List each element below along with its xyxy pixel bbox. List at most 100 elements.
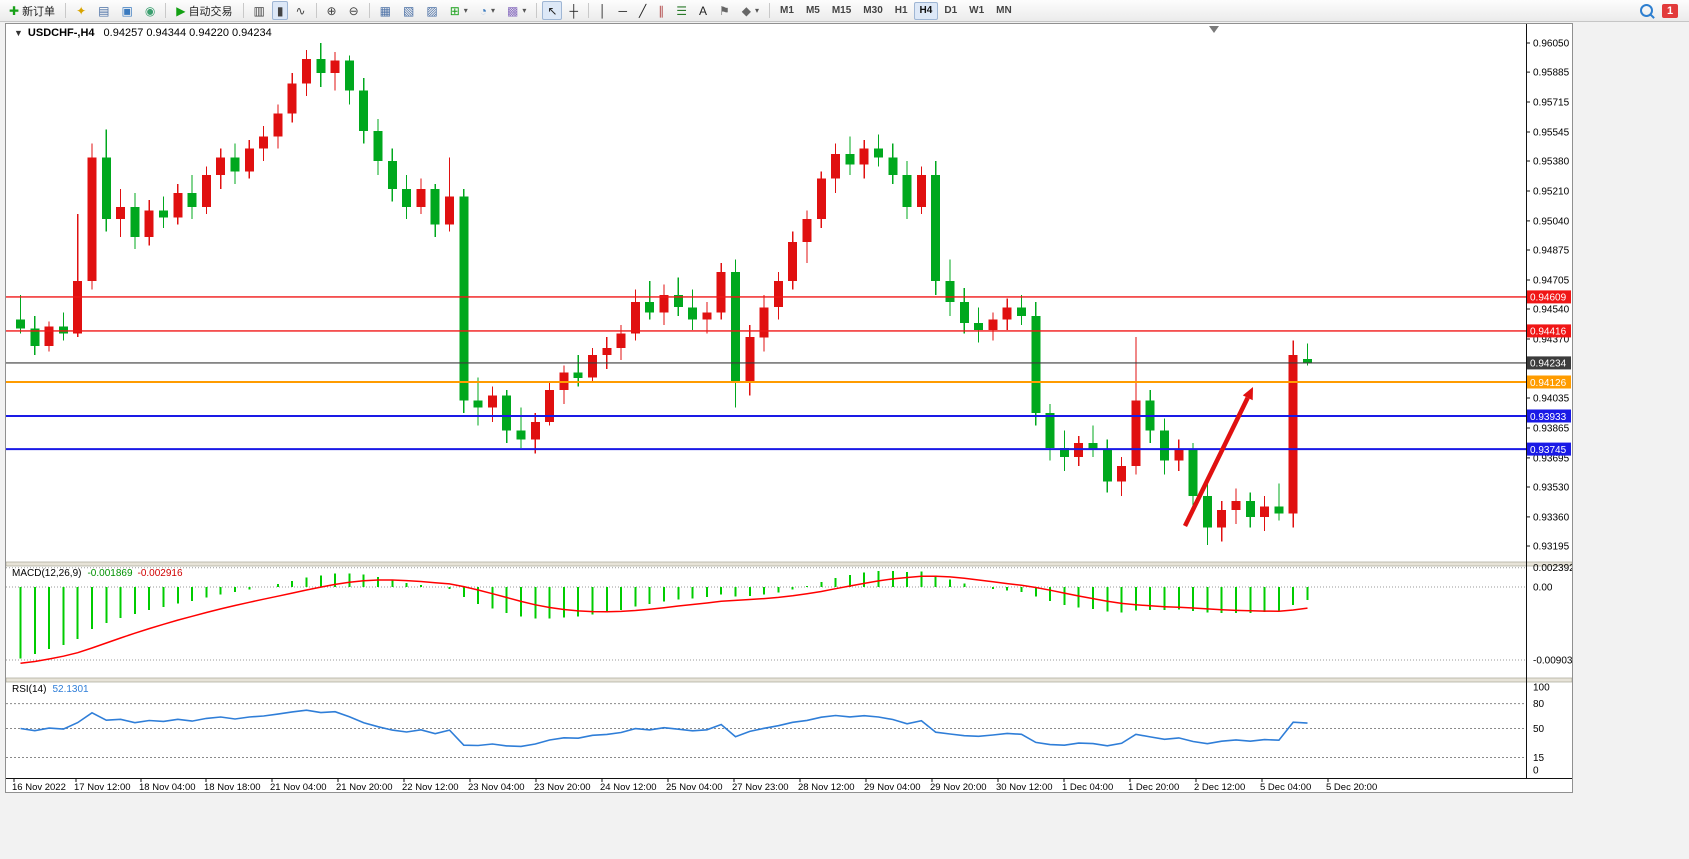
cursor-icon: ↖	[547, 3, 558, 18]
rsi-label: RSI(14) 52.1301	[12, 684, 89, 695]
macd-main-value: -0.001869	[87, 568, 133, 579]
axis-label: -0.009037	[1533, 656, 1572, 667]
axis-label: 21 Nov 04:00	[270, 782, 327, 792]
terminal-button[interactable]: ▣	[116, 1, 137, 20]
price-tag	[1527, 375, 1571, 389]
timeframe-mn-button[interactable]: MN	[990, 2, 1018, 20]
crosshair-button[interactable]: ┼	[564, 1, 583, 20]
candles	[16, 43, 1312, 546]
axis-label: 0	[1533, 766, 1539, 777]
bar-chart-icon: ▥	[253, 3, 265, 18]
axis-label: 0.93865	[1533, 424, 1570, 435]
axis-label: 0.93195	[1533, 542, 1570, 553]
axis-label: 0.95380	[1533, 157, 1570, 168]
timeframe-m5-button[interactable]: M5	[800, 2, 826, 20]
line-chart-type-button[interactable]: ∿	[290, 1, 310, 20]
axis-label: 0.94234	[1530, 359, 1567, 370]
axis-label: 22 Nov 12:00	[402, 782, 459, 792]
zoom-in-button[interactable]: ⊕	[322, 1, 342, 20]
cursor-button[interactable]: ↖	[542, 1, 563, 20]
macd-label: MACD(12,26,9) -0.001869 -0.002916	[12, 568, 183, 579]
axis-label: 1 Dec 04:00	[1062, 782, 1113, 792]
timeframe-h4-button[interactable]: H4	[913, 1, 939, 20]
axis-label: 80	[1533, 699, 1545, 710]
trendline-button[interactable]: ╱	[634, 1, 651, 20]
fibonacci-button[interactable]: ☰	[671, 1, 692, 20]
axis-label: 0.93933	[1530, 412, 1567, 423]
shapes-button[interactable]: ◆ ▾	[737, 1, 764, 20]
axis-label: 23 Nov 04:00	[468, 782, 525, 792]
axis-label: 5 Dec 20:00	[1326, 782, 1377, 792]
text-icon: A	[699, 3, 708, 18]
axis-label: 100	[1533, 683, 1550, 694]
zoom-out-button[interactable]: ⊖	[344, 1, 364, 20]
new-chart-icon: ⊞	[449, 3, 460, 18]
timeframe-w1-button[interactable]: W1	[963, 2, 990, 20]
axis-label: 29 Nov 20:00	[930, 782, 987, 792]
dropdown-arrow-icon: ▾	[491, 6, 496, 15]
axis-label: 50	[1533, 724, 1545, 735]
toolbar-separator	[315, 3, 317, 18]
toolbar-separator	[242, 3, 244, 18]
price-tag	[1527, 409, 1571, 423]
tile-windows-button[interactable]: ▦	[375, 1, 396, 20]
cascade-windows-button[interactable]: ▧	[398, 1, 419, 20]
period-button[interactable]: ◔ ▾	[475, 1, 500, 20]
new-chart-button[interactable]: ⊞ ▾	[445, 1, 473, 20]
chart-title: ▼ USDCHF-,H4 0.94257 0.94344 0.94220 0.942…	[14, 27, 272, 39]
timeframe-d1-button[interactable]: D1	[938, 2, 963, 20]
dropdown-arrow-icon: ▾	[463, 6, 468, 15]
notification-badge[interactable]: 1	[1662, 3, 1678, 18]
new-order-button[interactable]: ✚ 新订单	[4, 1, 60, 20]
line-chart-icon: ∿	[295, 3, 306, 18]
horizontal-line-button[interactable]: ─	[613, 1, 632, 20]
axis-label: 23 Nov 20:00	[534, 782, 591, 792]
cascade-windows-icon: ▧	[403, 3, 415, 18]
time-axis[interactable]: 16 Nov 2022 17 Nov 12:00 18 Nov 04:00 18 No…	[6, 778, 1572, 793]
axis-label: 0.93695	[1533, 453, 1570, 464]
axis-label: 0.94875	[1533, 246, 1570, 257]
axis-label: 0.002392	[1533, 563, 1572, 574]
price-scale[interactable]: 0.96050 0.95885 0.95715 0.95545 0.95380 0.952…	[1526, 24, 1571, 778]
candlestick-chart-type-button[interactable]: ▮	[271, 1, 289, 20]
trend-arrow[interactable]	[1182, 396, 1250, 527]
clock-icon: ◔	[479, 3, 488, 18]
axis-label: 27 Nov 23:00	[732, 782, 789, 792]
axis-label: 25 Nov 04:00	[666, 782, 723, 792]
template-button[interactable]: ▩ ▾	[502, 1, 531, 20]
tile-windows-icon: ▦	[379, 3, 392, 18]
profiles-button[interactable]: ▤	[93, 1, 114, 20]
panel-splitter[interactable]	[5, 561, 1573, 567]
autotrading-button[interactable]: ▶ 自动交易	[171, 1, 237, 20]
chart-window: 0.96050 0.95885 0.95715 0.95545 0.95380 0.952…	[5, 23, 1578, 793]
channel-button[interactable]: ∥	[653, 1, 669, 20]
toolbar-right-cluster: 1	[1640, 3, 1678, 18]
rsi-panel[interactable]: 100 80 50 15 0	[6, 683, 1550, 777]
profiles-icon: ▤	[98, 3, 110, 18]
label-button[interactable]: ⚑	[714, 1, 735, 20]
timeframe-h1-button[interactable]: H1	[889, 2, 914, 20]
text-button[interactable]: A	[694, 1, 712, 20]
chart-shift-marker[interactable]	[1209, 26, 1219, 33]
one-click-trading-icon[interactable]: ▼	[14, 28, 23, 38]
axis-label: 2 Dec 12:00	[1194, 782, 1245, 792]
bar-chart-type-button[interactable]: ▥	[249, 1, 270, 20]
timeframe-m1-button[interactable]: M1	[774, 2, 800, 20]
strategy-tester-button[interactable]: ◉	[140, 1, 160, 20]
search-icon[interactable]	[1640, 4, 1653, 17]
timeframe-m30-button[interactable]: M30	[857, 2, 888, 20]
vertical-line-button[interactable]: │	[594, 1, 612, 20]
zoom-in-icon: ⊕	[326, 3, 337, 18]
toolbar-separator	[536, 3, 538, 18]
axis-label: 1 Dec 20:00	[1128, 782, 1179, 792]
macd-panel[interactable]: 0.002392 0.00 -0.009037	[6, 563, 1578, 667]
axis-label: 0.94126	[1530, 378, 1567, 389]
timeframe-m15-button[interactable]: M15	[826, 2, 857, 20]
trendline-icon: ╱	[639, 3, 647, 18]
arrange-icons-icon: ▨	[426, 3, 438, 18]
arrange-icons-button[interactable]: ▨	[421, 1, 442, 20]
chart-canvas[interactable]: 0.96050 0.95885 0.95715 0.95545 0.95380 0.952…	[5, 24, 1578, 793]
axis-label: 15	[1533, 753, 1545, 764]
chart-wizard-button[interactable]: ✦	[71, 1, 91, 20]
panel-splitter[interactable]	[5, 677, 1573, 683]
